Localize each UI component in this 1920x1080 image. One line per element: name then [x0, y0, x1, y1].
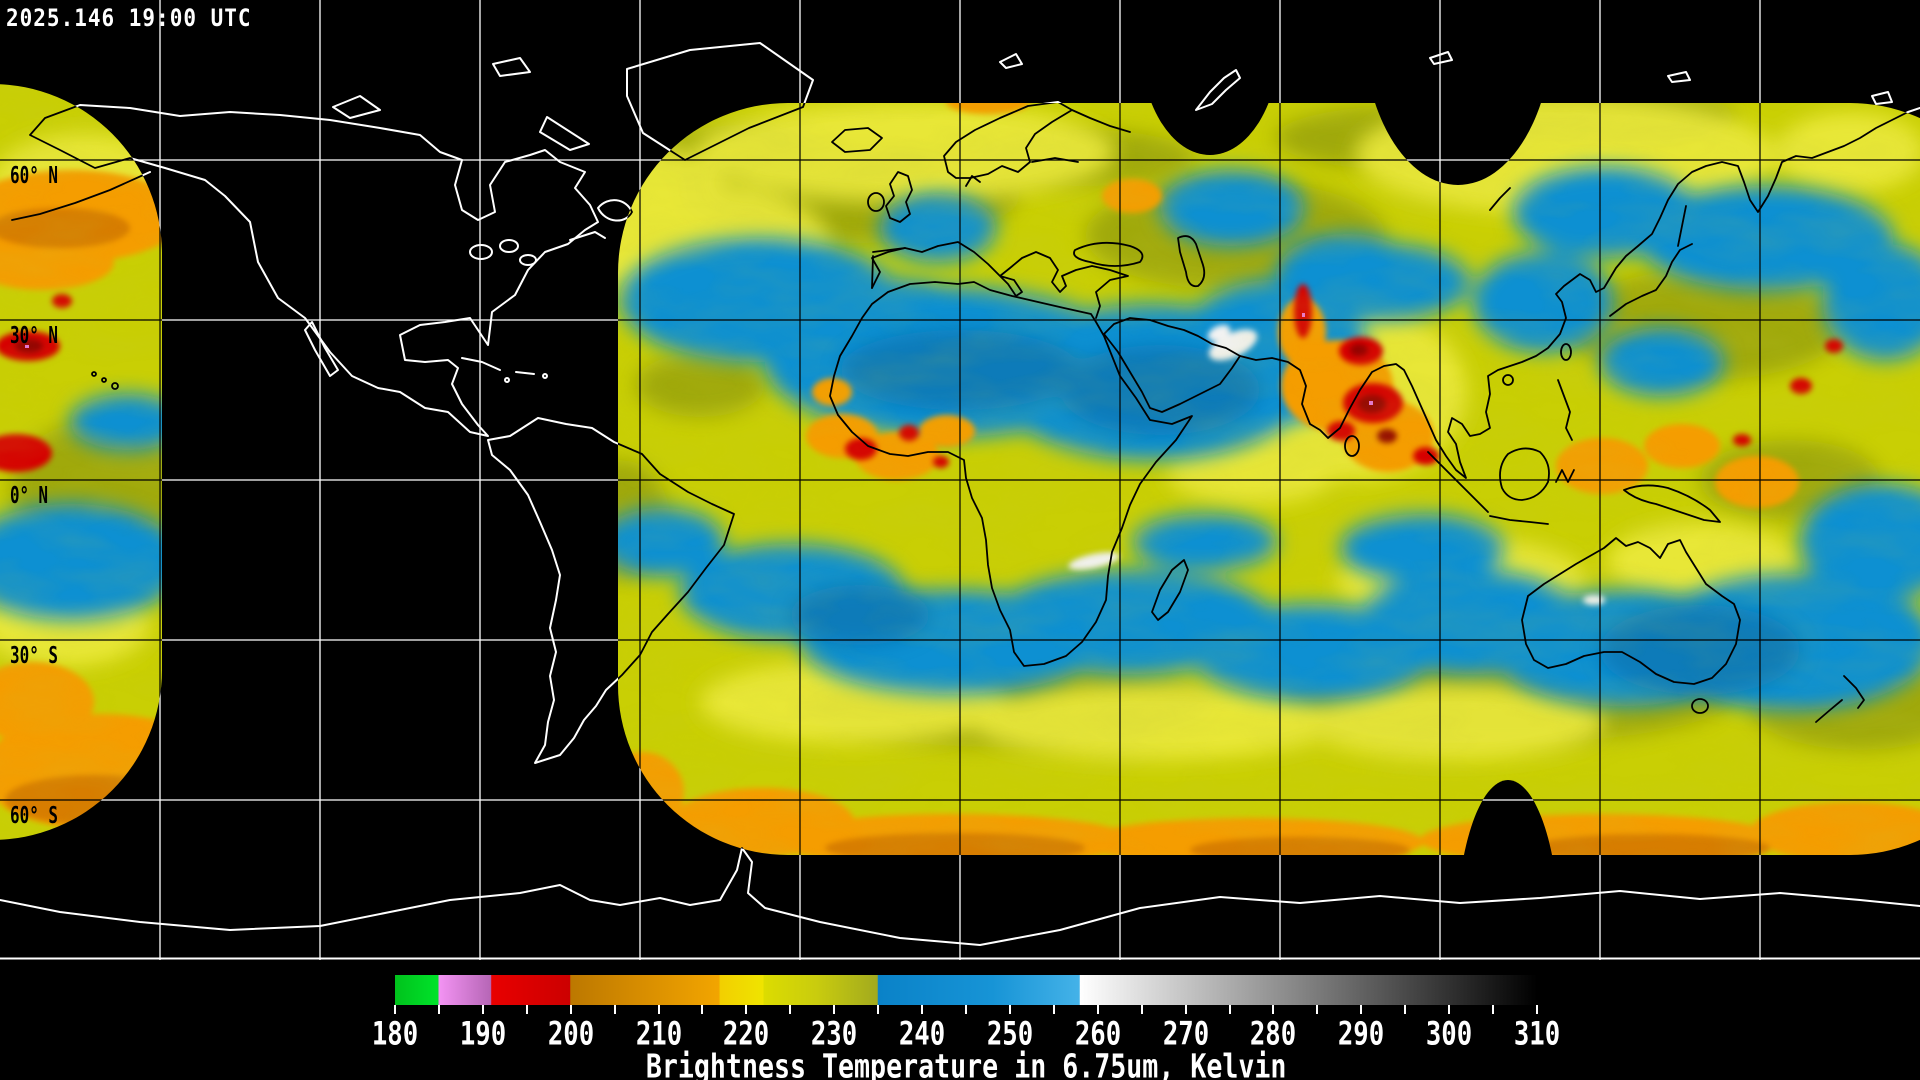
colorbar-tick	[1536, 1005, 1538, 1014]
colorbar-tick	[1228, 1005, 1231, 1014]
colorbar: 180 190 200 210 220 230 240 250 260 270 280 290 300 3…	[372, 975, 1560, 1080]
colorbar-tick	[921, 1005, 924, 1014]
colorbar-tick	[394, 1005, 396, 1014]
colorbar-tick	[965, 1005, 967, 1014]
colorbar-tick-label: 210	[635, 1016, 682, 1053]
svg-text:60° N: 60° N	[10, 163, 58, 189]
colorbar-tick	[1316, 1005, 1319, 1014]
lat-label-60s: 60° S	[10, 803, 58, 829]
lat-label-30s: 30° S	[10, 643, 58, 669]
colorbar-tick	[437, 1005, 440, 1014]
colorbar-tick	[569, 1005, 572, 1014]
timestamp: 2025.146 19:00 UTC	[6, 4, 252, 32]
colorbar-tick	[789, 1005, 792, 1014]
colorbar-tick	[833, 1005, 836, 1014]
colorbar-gradient	[395, 975, 1537, 1005]
colorbar-tick	[1052, 1005, 1055, 1014]
colorbar-tick	[525, 1005, 528, 1014]
world-map: 60° N 30° N 0° N 30° S 60° S 60° N 30° N…	[0, 0, 1920, 961]
colorbar-ticks	[394, 1005, 1538, 1014]
latitude-labels-on-data: 60° N 30° N 0° N 30° S 60° S	[10, 163, 58, 829]
colorbar-tick	[745, 1005, 748, 1014]
colorbar-tick	[1360, 1005, 1363, 1014]
colorbar-tick-labels: 180 190 200 210 220 230 240 250 260 270 280 290 300 3…	[372, 1016, 1560, 1053]
colorbar-tick-label: 270	[1162, 1016, 1209, 1053]
colorbar-tick-label: 230	[811, 1016, 858, 1053]
colorbar-tick-label: 220	[723, 1016, 770, 1053]
svg-text:30° N: 30° N	[10, 323, 58, 349]
colorbar-tick	[877, 1005, 880, 1014]
colorbar-tick	[657, 1005, 660, 1014]
world-map-svg: 60° N 30° N 0° N 30° S 60° S 60° N 30° N…	[0, 0, 1920, 961]
svg-text:60° S: 60° S	[10, 803, 58, 829]
colorbar-caption-text: Brightness Temperature in 6.75um, Kelvin	[645, 1046, 1287, 1080]
colorbar-tick-label: 260	[1074, 1016, 1121, 1053]
colorbar-tick	[1184, 1005, 1187, 1014]
colorbar-tick	[613, 1005, 616, 1014]
colorbar-tick-label: 300	[1425, 1016, 1473, 1053]
colorbar-tick-label: 240	[898, 1016, 946, 1053]
colorbar-caption: Brightness Temperature in 6.75um, Kelvin	[395, 1046, 1537, 1080]
colorbar-tick-label: 180	[371, 1016, 419, 1053]
latitude-labels-on-background: 60° N 30° N 0° N 30° S 60° S	[10, 163, 58, 829]
colorbar-tick-label: 200	[547, 1016, 594, 1053]
colorbar-tick	[701, 1005, 704, 1014]
colorbar-tick-label: 250	[986, 1016, 1034, 1053]
colorbar-tick-label: 290	[1338, 1016, 1385, 1053]
svg-text:30° S: 30° S	[10, 643, 58, 669]
colorbar-tick	[481, 1005, 484, 1014]
colorbar-tick	[1096, 1005, 1099, 1014]
svg-text:0° N: 0° N	[10, 483, 48, 509]
lat-label-30n: 30° N	[10, 323, 58, 349]
colorbar-tick	[1492, 1005, 1495, 1014]
background-overlay-layer: 60° N 30° N 0° N 30° S 60° S	[0, 0, 1920, 961]
colorbar-tick	[1448, 1005, 1451, 1014]
colorbar-tick	[1008, 1005, 1011, 1014]
lat-label-60n: 60° N	[10, 163, 58, 189]
lat-label-0n: 0° N	[10, 483, 48, 509]
colorbar-tick	[1404, 1005, 1407, 1014]
colorbar-tick	[1272, 1005, 1275, 1014]
colorbar-tick	[1140, 1005, 1143, 1014]
colorbar-tick-label: 310	[1513, 1016, 1561, 1053]
colorbar-tick-label: 190	[459, 1016, 507, 1053]
colorbar-tick-label: 280	[1250, 1016, 1297, 1053]
